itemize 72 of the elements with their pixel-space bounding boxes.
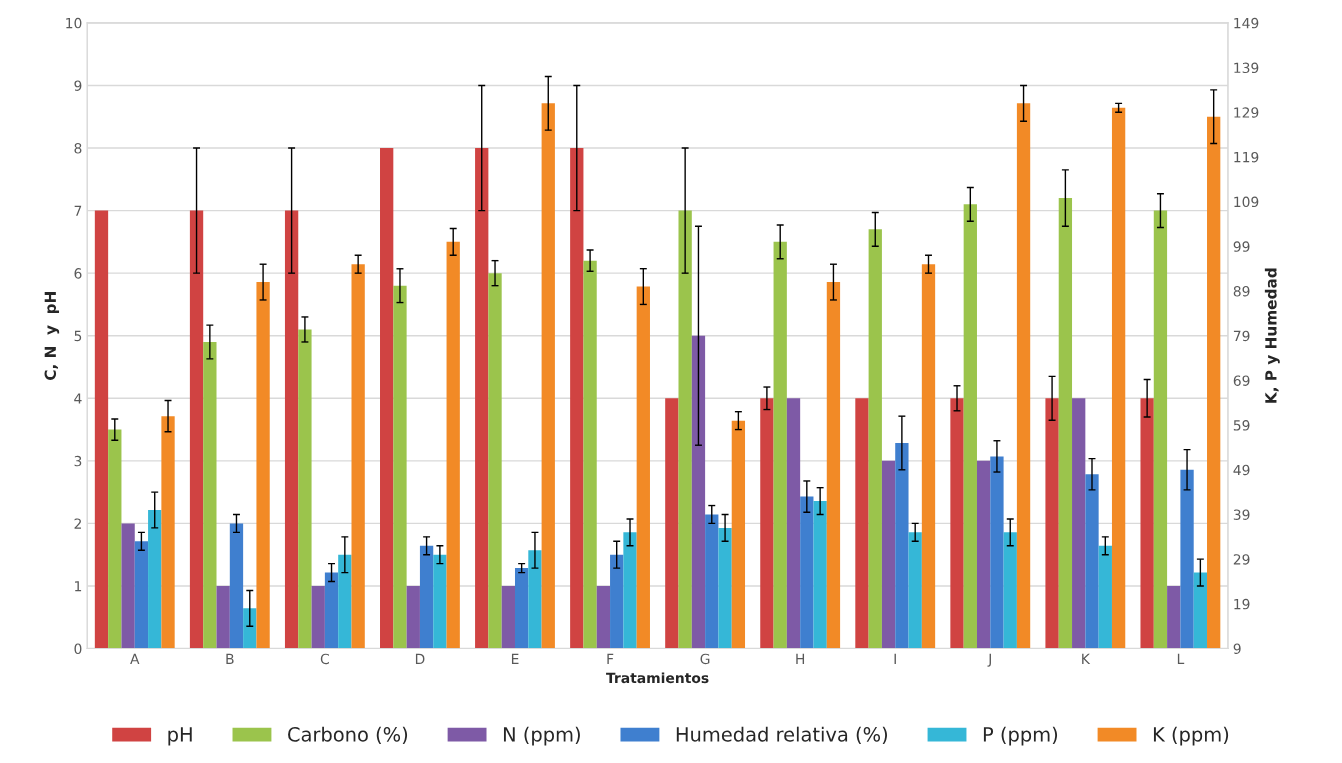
bar [570, 148, 584, 649]
x-tick-label: F [607, 653, 614, 664]
bar [393, 285, 407, 649]
y-tick-label: 8 [74, 142, 82, 154]
bar [94, 210, 109, 649]
y2-tick-label: 19 [1234, 598, 1250, 610]
y-tick-label: 7 [74, 205, 82, 216]
y2-axis-title: K, P y Humedad [1264, 268, 1280, 403]
y2-tick-label: 99 [1233, 241, 1250, 252]
bar [665, 398, 679, 649]
y2-tick-label: 89 [1233, 286, 1250, 297]
bar [950, 398, 964, 649]
x-axis-title: Tratamientos [606, 672, 709, 684]
y2-tick-label: 79 [1233, 330, 1250, 342]
y-tick-label: 5 [74, 330, 82, 342]
bar [678, 210, 692, 649]
bar [1058, 198, 1073, 649]
y2-tick-label: 39 [1233, 509, 1250, 520]
bar [868, 229, 882, 649]
bar [298, 329, 312, 649]
bar [963, 204, 977, 649]
y2-tick-label: 29 [1233, 554, 1250, 565]
bar [380, 148, 394, 649]
y2-tick-label: 129 [1234, 107, 1259, 118]
bar [773, 241, 787, 649]
y-tick-label: 0 [74, 643, 82, 655]
y-tick-label: 2 [74, 518, 81, 529]
legend-label: Humedad relativa (%) [676, 726, 888, 745]
y-tick-label: 1 [75, 581, 82, 592]
x-tick-label: J [987, 653, 991, 667]
x-tick-label: L [1177, 653, 1185, 664]
bar [475, 148, 489, 649]
bar [1140, 398, 1154, 649]
y-axis-title: C, N y pH [44, 292, 60, 380]
bar [583, 260, 597, 649]
x-tick-label: C [320, 653, 329, 665]
bar [691, 335, 706, 649]
bar [760, 398, 774, 649]
x-tick-label: K [1082, 653, 1091, 664]
bar [203, 341, 217, 649]
y2-tick-label: 69 [1233, 375, 1250, 386]
bar [189, 210, 204, 649]
y-tick-label: 6 [74, 268, 82, 279]
bar [1045, 398, 1059, 649]
x-tick-label: E [511, 653, 519, 664]
bar [488, 273, 502, 649]
legend-label: P (ppm) [983, 726, 1058, 746]
y2-tick-label: 59 [1233, 420, 1250, 431]
bar [284, 210, 299, 649]
legend-label: pH [168, 727, 192, 746]
x-tick-label: I [894, 653, 896, 664]
y-tick-label: 10 [66, 17, 82, 29]
legend-label: Carbono (%) [288, 726, 408, 745]
y-tick-label: 4 [74, 393, 82, 404]
y2-tick-label: 149 [1234, 17, 1259, 29]
y2-tick-label: 109 [1234, 196, 1259, 208]
y2-tick-label: 9 [1233, 643, 1241, 655]
y2-tick-label: 49 [1233, 464, 1250, 476]
x-tick-label: B [226, 653, 234, 664]
y2-tick-label: 139 [1234, 62, 1259, 74]
x-tick-label: D [415, 653, 425, 664]
legend-label: K (ppm) [1153, 726, 1229, 746]
x-tick-label: G [700, 653, 710, 665]
x-tick-label: H [796, 653, 805, 664]
bar [855, 398, 869, 649]
y-tick-label: 9 [74, 80, 82, 91]
bar [108, 429, 122, 649]
x-tick-label: A [130, 653, 140, 664]
y2-tick-label: 119 [1234, 151, 1259, 163]
bar [1153, 210, 1168, 649]
y-tick-label: 3 [74, 455, 82, 467]
legend-label: N (ppm) [503, 726, 580, 746]
